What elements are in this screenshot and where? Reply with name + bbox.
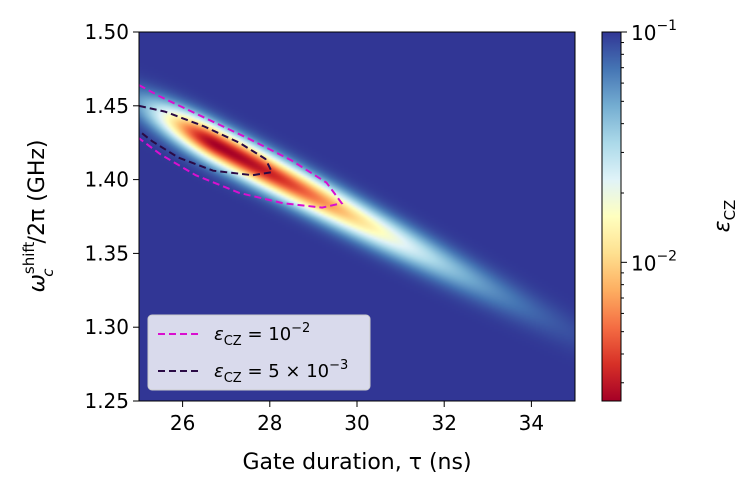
- y-tick-label: 1.25: [84, 389, 129, 413]
- contour-5e-3: [139, 104, 274, 177]
- x-axis: 26 28 30 32 34: [170, 401, 544, 435]
- colorbar: 10−2 10−1 εCZ: [601, 18, 739, 402]
- colorbar-tick-label: 10−2: [631, 248, 677, 275]
- y-tick-label: 1.35: [84, 241, 129, 265]
- x-tick-label: 34: [519, 411, 544, 435]
- y-axis-label: ωshiftc/2π (GHz): [20, 139, 57, 292]
- x-tick-label: 32: [431, 411, 456, 435]
- colorbar-frame: [601, 31, 622, 402]
- y-tick-label: 1.50: [84, 20, 129, 44]
- x-tick-label: 28: [257, 411, 282, 435]
- colorbar-label: εCZ: [710, 200, 739, 233]
- x-axis-label: Gate duration, τ (ns): [242, 450, 471, 475]
- legend-label-1e-2: εCZ = 10−2: [214, 321, 310, 349]
- legend: εCZ = 10−2 εCZ = 5 × 10−3: [147, 314, 371, 391]
- y-axis: 1.25 1.30 1.35 1.40 1.45 1.50: [84, 20, 139, 413]
- x-tick-label: 26: [170, 411, 195, 435]
- legend-label-5e-3: εCZ = 5 × 10−3: [214, 358, 348, 386]
- y-tick-label: 1.40: [84, 168, 129, 192]
- contour-1e-2: [139, 84, 344, 209]
- colorbar-tick-label: 10−1: [631, 18, 677, 45]
- x-tick-label: 30: [344, 411, 369, 435]
- colorbar-ticks: 10−2 10−1: [621, 18, 677, 384]
- colorbar-fill: [602, 32, 621, 401]
- y-tick-label: 1.30: [84, 315, 129, 339]
- legend-box: [147, 314, 371, 391]
- y-tick-label: 1.45: [84, 94, 129, 118]
